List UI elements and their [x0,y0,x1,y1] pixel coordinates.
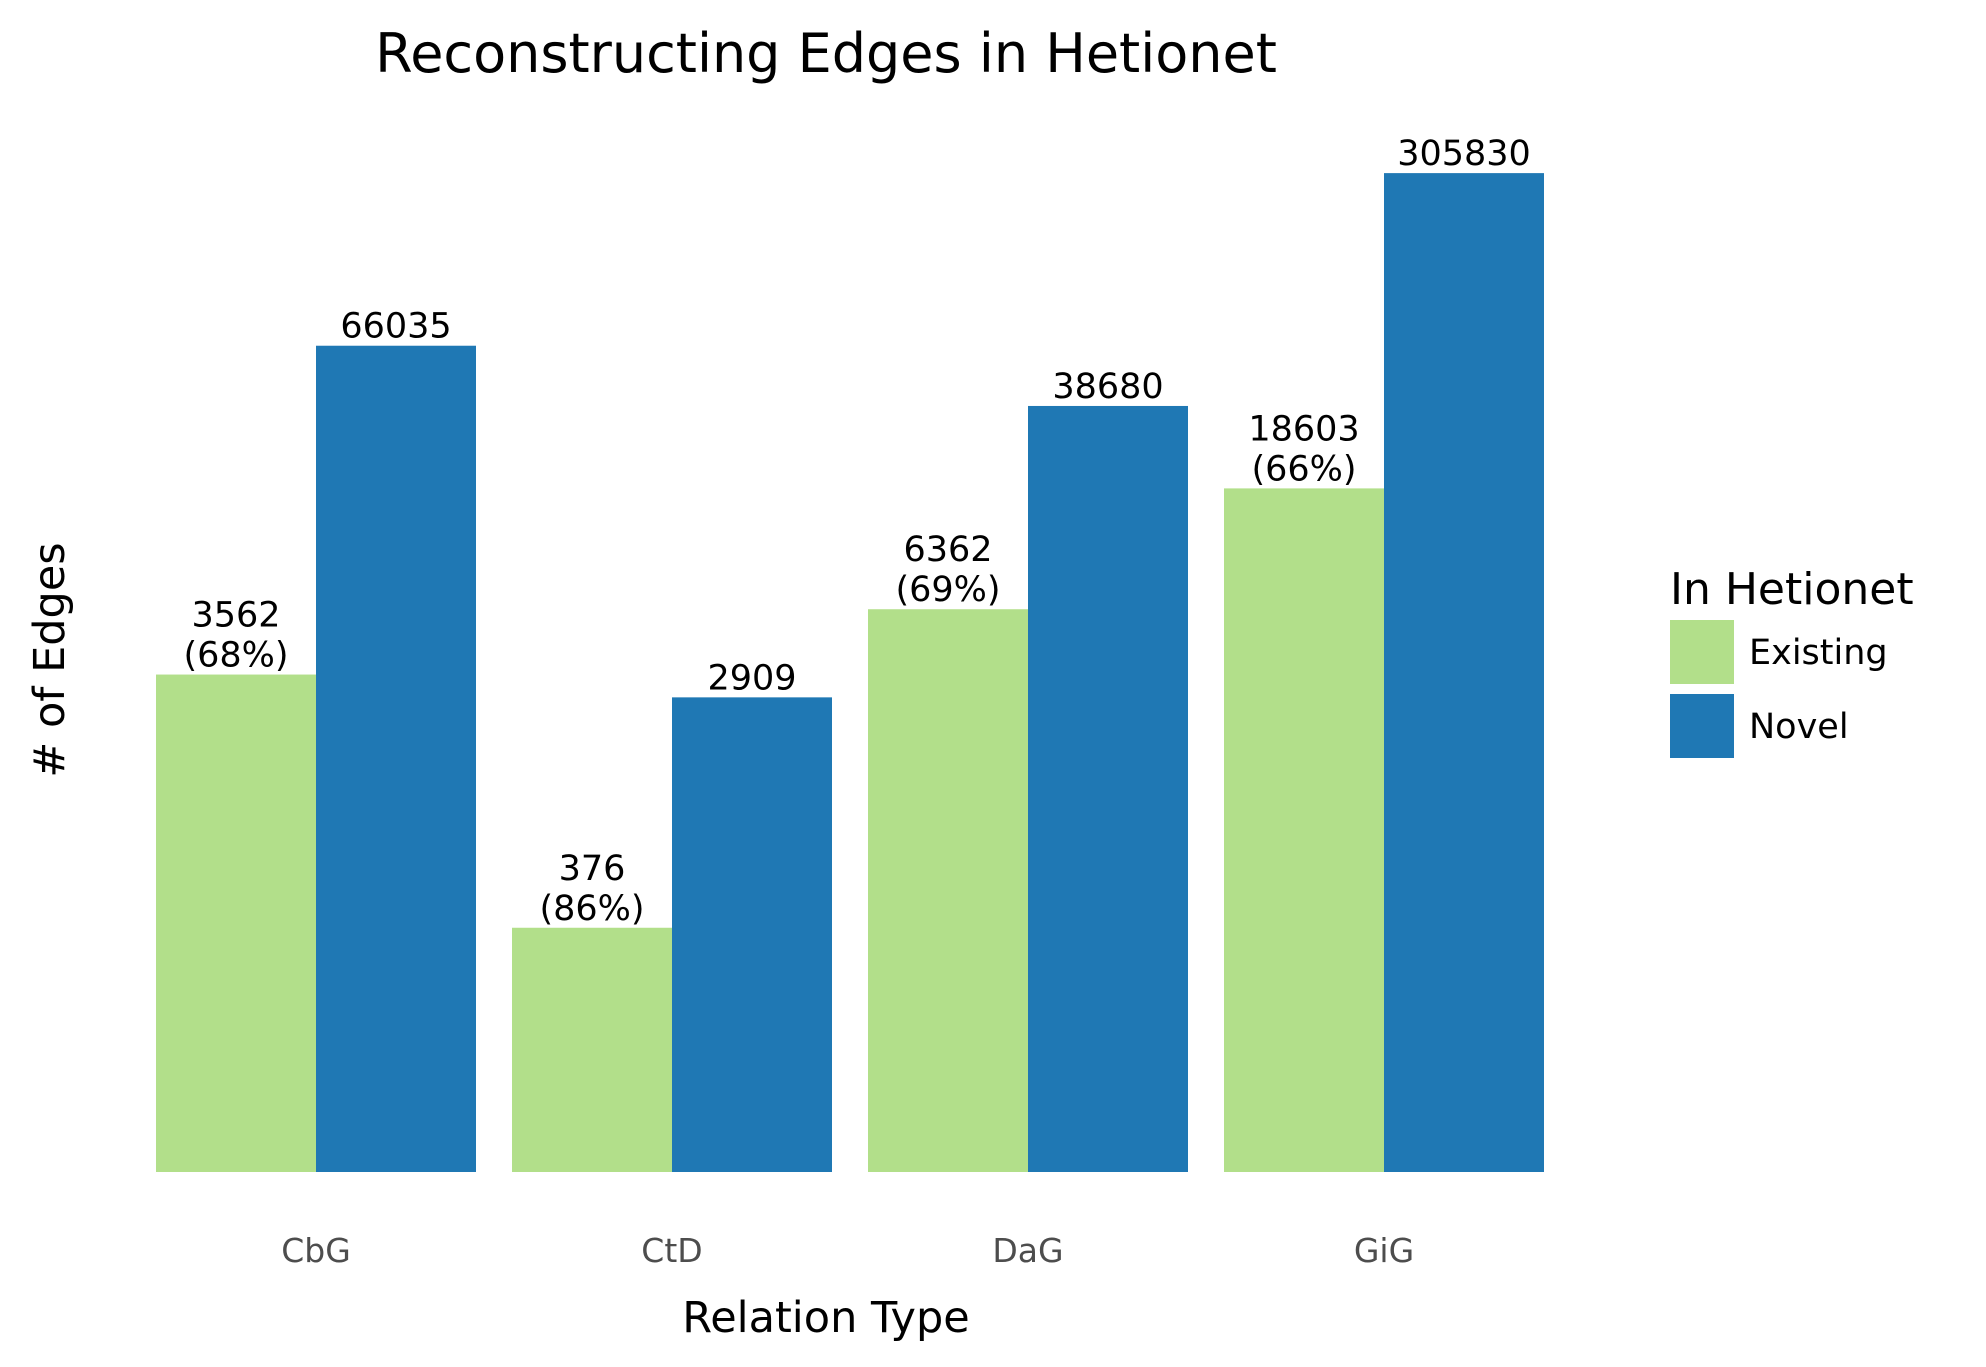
legend-items: Existing Novel [1670,620,1888,758]
data-label-dag-novel: 38680 [1052,367,1163,407]
bar-ctd-existing [512,927,672,1172]
data-label-cbg-existing: 3562 (68%) [183,596,288,676]
data-label-gig-novel: 305830 [1397,134,1531,174]
y-axis-label: # of Edges [25,542,75,777]
data-label-ctd-existing: 376 (86%) [539,849,644,929]
x-tick-label-ctd: CtD [641,1231,702,1270]
x-tick-label-gig: GiG [1354,1231,1414,1270]
chart-title: Reconstructing Edges in Hetionet [375,22,1277,85]
legend-label-novel: Novel [1749,707,1849,747]
bar-gig-existing [1224,488,1384,1173]
x-tick-label-dag: DaG [992,1231,1063,1270]
x-tick-labels: CbG CtD DaG GiG [281,1231,1414,1270]
data-labels-layer: 3562 (68%) 66035 376 (86%) 2909 6362 (69%) 38680… [183,134,1530,929]
data-label-ctd-novel: 2909 [707,658,796,698]
bar-dag-novel [1028,405,1188,1173]
x-tick-label-cbg: CbG [281,1231,351,1270]
bar-ctd-novel [672,697,832,1172]
legend-title: In Hetionet [1670,564,1914,615]
data-label-dag-existing: 6362 (69%) [895,530,1000,610]
legend-swatch-existing [1670,620,1734,684]
data-label-gig-existing: 18603 (66%) [1248,409,1359,489]
legend: In Hetionet Existing Novel [1670,564,1914,758]
bars-layer [156,173,1544,1173]
legend-label-existing: Existing [1749,633,1888,673]
bar-dag-existing [868,609,1028,1172]
x-axis-label: Relation Type [682,1293,970,1343]
bar-cbg-existing [156,674,316,1172]
legend-swatch-novel [1670,694,1734,758]
bar-cbg-novel [316,345,476,1172]
bar-gig-novel [1384,173,1544,1173]
data-label-cbg-novel: 66035 [340,307,451,347]
